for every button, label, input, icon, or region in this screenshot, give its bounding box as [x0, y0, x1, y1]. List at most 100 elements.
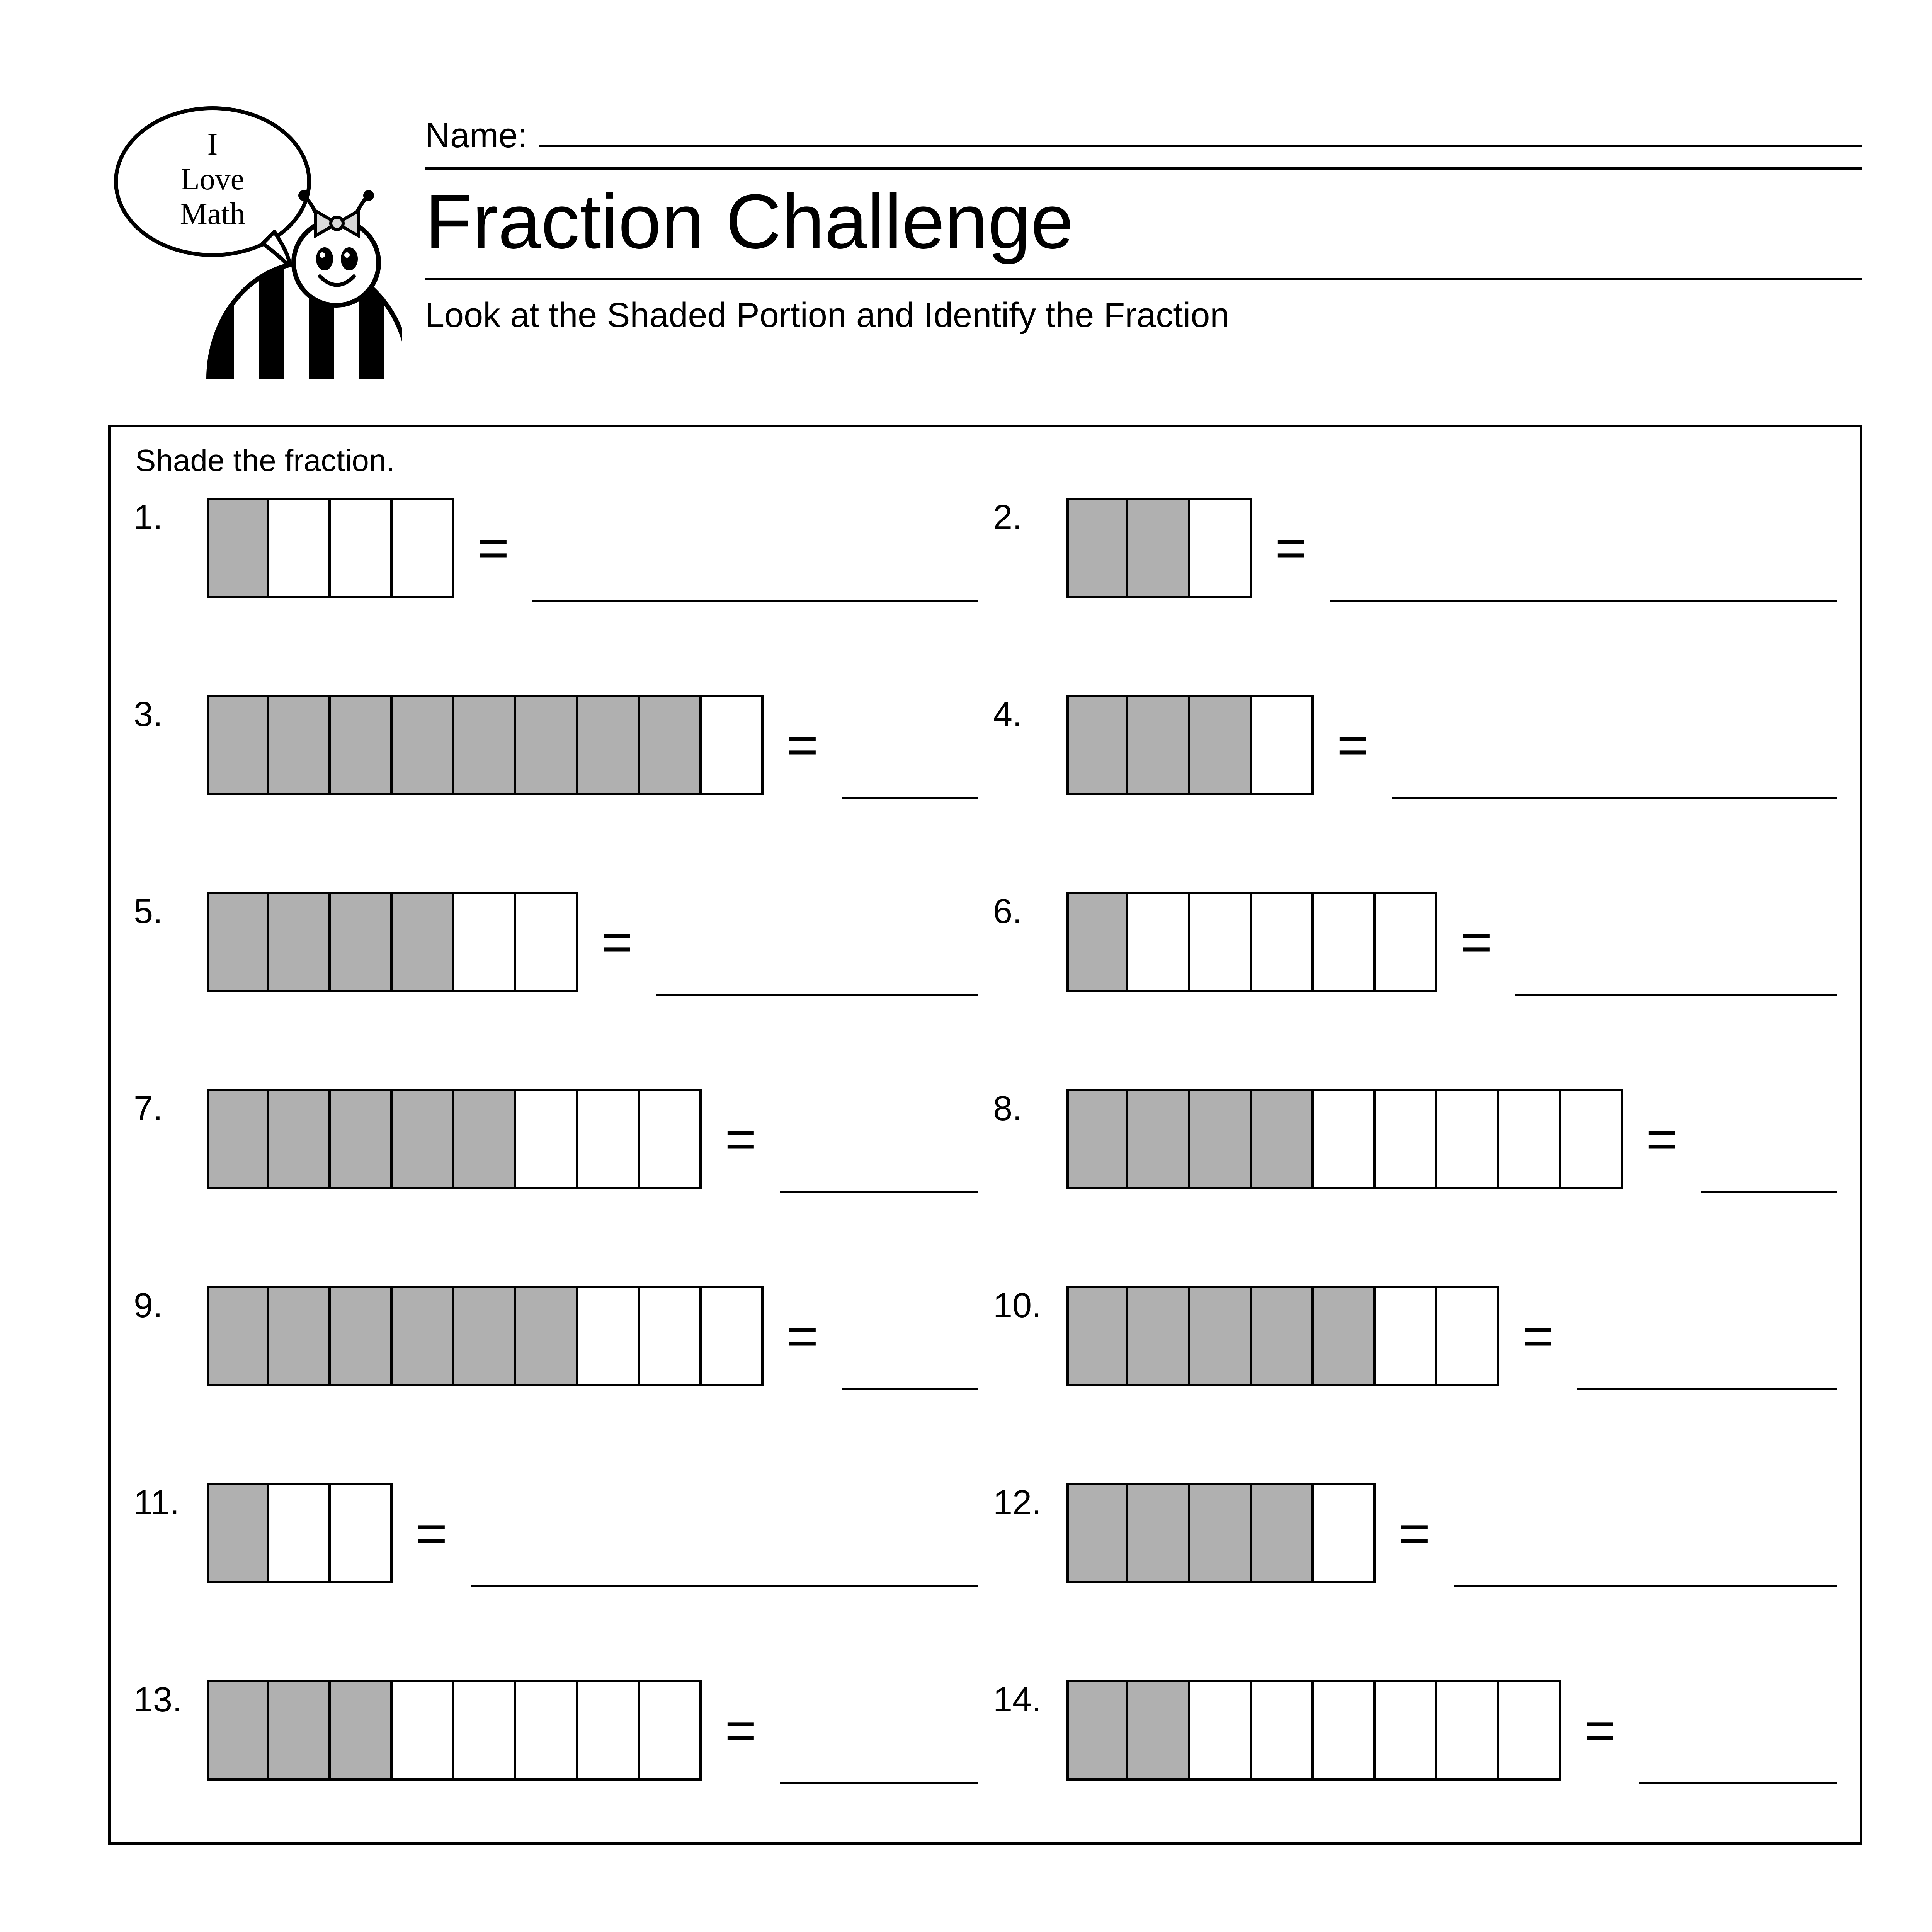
page-subtitle: Look at the Shaded Portion and Identify …	[425, 296, 1862, 335]
fraction-bar	[1066, 892, 1437, 992]
divider	[425, 167, 1862, 170]
header: I Love Math	[108, 100, 1862, 379]
fraction-cell-shaded	[331, 1286, 393, 1386]
fraction-cell	[1376, 892, 1437, 992]
answer-blank[interactable]	[656, 994, 978, 996]
fraction-cell	[1314, 1483, 1376, 1583]
answer-blank[interactable]	[471, 1585, 978, 1587]
fraction-cell	[1437, 1089, 1499, 1189]
answer-blank[interactable]	[1701, 1191, 1837, 1193]
fraction-cell-shaded	[1252, 1286, 1314, 1386]
problem: 11.=	[134, 1475, 978, 1591]
name-input-line[interactable]	[539, 145, 1862, 147]
fraction-cell	[1376, 1286, 1437, 1386]
fraction-cell-shaded	[207, 1089, 269, 1189]
problem: 1.=	[134, 490, 978, 606]
fraction-cell-shaded	[1066, 892, 1128, 992]
equals-symbol: =	[1577, 1699, 1624, 1762]
fraction-cell-shaded	[1128, 498, 1190, 598]
fraction-cell-shaded	[331, 1680, 393, 1781]
fraction-cell	[578, 1680, 640, 1781]
fraction-bar	[1066, 1483, 1376, 1583]
fraction-cell-shaded	[393, 892, 454, 992]
equals-symbol: =	[717, 1108, 764, 1170]
fraction-cell-shaded	[269, 1286, 331, 1386]
fraction-cell-shaded	[269, 1680, 331, 1781]
fraction-cell-shaded	[207, 1286, 269, 1386]
problem: 7.=	[134, 1081, 978, 1197]
fraction-bar	[207, 695, 764, 795]
instruction-text: Shade the fraction.	[135, 443, 1837, 478]
problem-number: 12.	[993, 1475, 1051, 1523]
name-row: Name:	[425, 116, 1862, 156]
fraction-cell-shaded	[1066, 1089, 1128, 1189]
fraction-cell	[269, 1483, 331, 1583]
fraction-cell-shaded	[269, 1089, 331, 1189]
logo: I Love Math	[108, 100, 402, 379]
fraction-bar	[1066, 695, 1314, 795]
equals-symbol: =	[1329, 714, 1376, 776]
fraction-cell-shaded	[207, 1680, 269, 1781]
fraction-cell-shaded	[1066, 498, 1128, 598]
problem-number: 8.	[993, 1081, 1051, 1129]
fraction-bar	[1066, 1286, 1499, 1386]
fraction-bar	[1066, 1680, 1561, 1781]
equals-symbol: =	[408, 1502, 455, 1565]
equals-symbol: =	[1638, 1108, 1685, 1170]
fraction-cell	[578, 1089, 640, 1189]
answer-blank[interactable]	[532, 600, 978, 602]
fraction-cell	[331, 498, 393, 598]
page-title: Fraction Challenge	[425, 177, 1862, 266]
fraction-cell	[393, 498, 454, 598]
problem: 8. =	[993, 1081, 1837, 1197]
svg-text:I: I	[207, 128, 218, 162]
fraction-cell	[1437, 1680, 1499, 1781]
answer-blank[interactable]	[1392, 797, 1837, 799]
fraction-cell	[702, 1286, 764, 1386]
divider	[425, 278, 1862, 280]
problem-number: 1.	[134, 490, 192, 537]
problem-number: 6.	[993, 884, 1051, 932]
fraction-bar	[207, 1680, 702, 1781]
fraction-cell-shaded	[1066, 1286, 1128, 1386]
answer-blank[interactable]	[842, 797, 978, 799]
problem: 14.=	[993, 1672, 1837, 1788]
fraction-cell-shaded	[269, 892, 331, 992]
answer-blank[interactable]	[842, 1388, 978, 1390]
fraction-cell-shaded	[1066, 695, 1128, 795]
answer-blank[interactable]	[1515, 994, 1837, 996]
equals-symbol: =	[779, 714, 826, 776]
equals-symbol: =	[779, 1305, 826, 1367]
answer-blank[interactable]	[780, 1782, 978, 1784]
fraction-cell-shaded	[207, 892, 269, 992]
fraction-cell-shaded	[1314, 1286, 1376, 1386]
answer-blank[interactable]	[780, 1191, 978, 1193]
problem: 3.=	[134, 687, 978, 803]
fraction-cell	[1252, 892, 1314, 992]
fraction-cell-shaded	[516, 695, 578, 795]
problem: 5.=	[134, 884, 978, 1000]
fraction-cell	[1499, 1680, 1561, 1781]
fraction-cell	[1128, 892, 1190, 992]
fraction-cell	[1376, 1089, 1437, 1189]
i-love-math-bee-icon: I Love Math	[108, 100, 402, 379]
fraction-bar	[207, 892, 578, 992]
fraction-bar	[207, 1286, 764, 1386]
fraction-cell	[1190, 1680, 1252, 1781]
fraction-cell	[640, 1680, 702, 1781]
answer-blank[interactable]	[1577, 1388, 1837, 1390]
answer-blank[interactable]	[1454, 1585, 1837, 1587]
fraction-cell	[1499, 1089, 1561, 1189]
problem: 2.=	[993, 490, 1837, 606]
fraction-cell	[578, 1286, 640, 1386]
fraction-bar	[207, 498, 454, 598]
fraction-cell	[454, 892, 516, 992]
problem-number: 4.	[993, 687, 1051, 735]
fraction-cell-shaded	[516, 1286, 578, 1386]
fraction-cell-shaded	[1066, 1680, 1128, 1781]
fraction-cell	[516, 892, 578, 992]
worksheet-page: I Love Math	[0, 0, 1932, 1932]
answer-blank[interactable]	[1330, 600, 1837, 602]
problem-number: 2.	[993, 490, 1051, 537]
answer-blank[interactable]	[1639, 1782, 1837, 1784]
